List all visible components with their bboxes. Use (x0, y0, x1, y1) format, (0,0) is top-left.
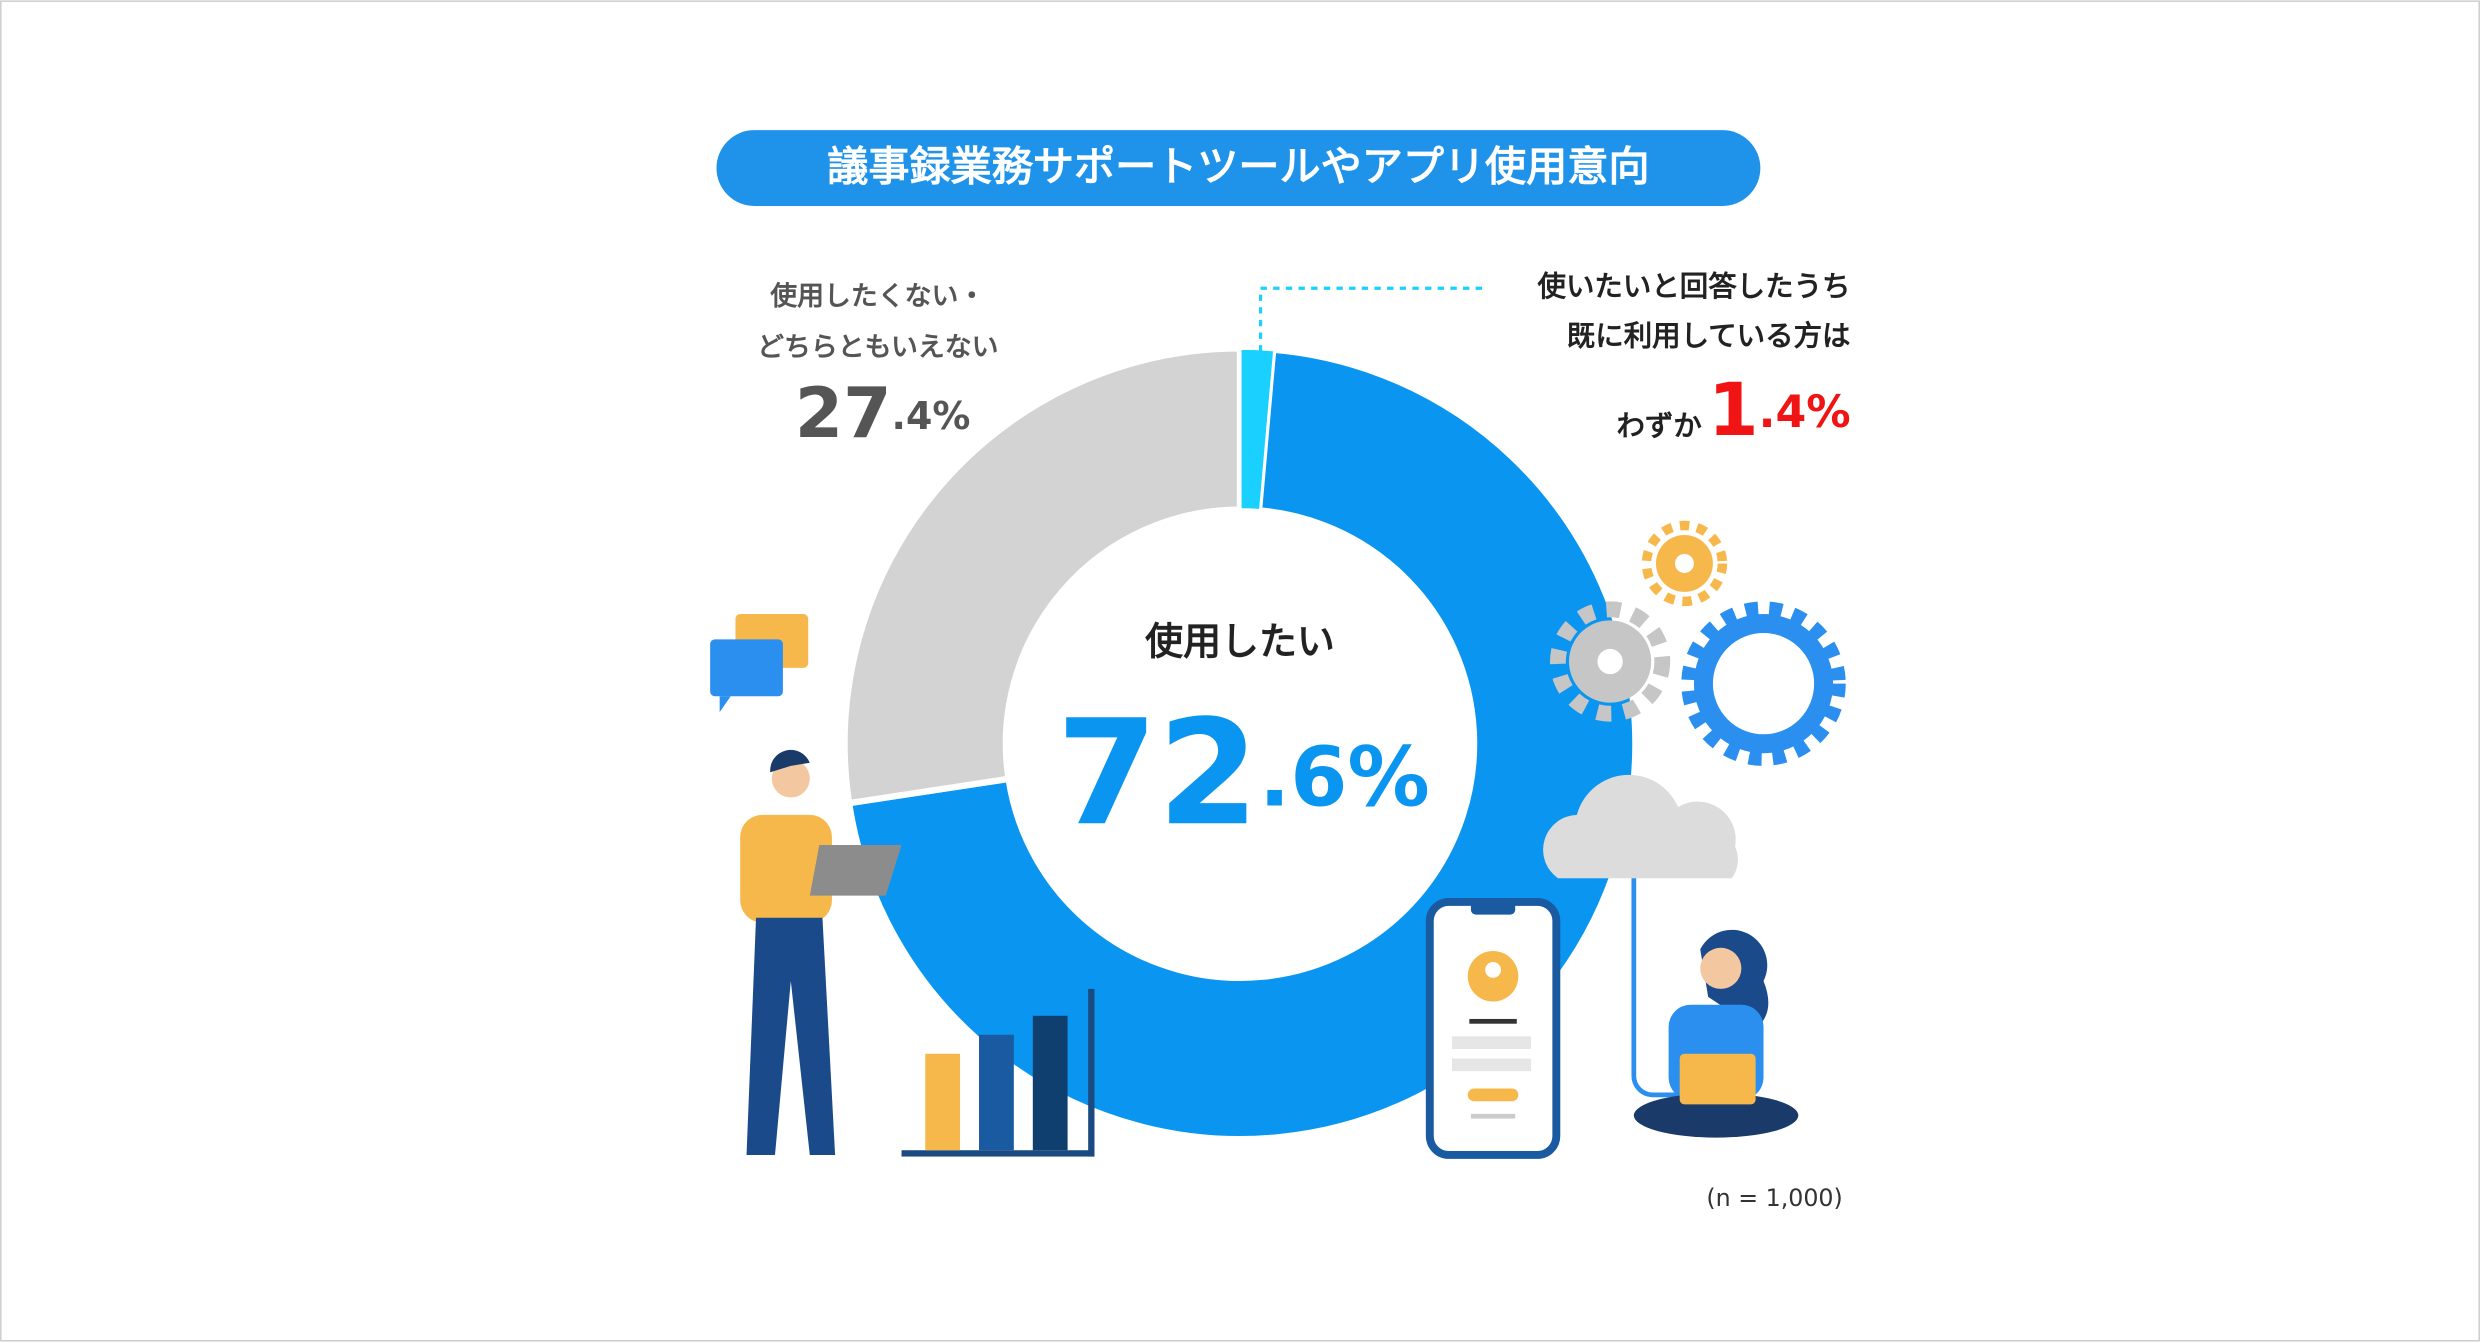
donut-segment (841, 345, 1244, 807)
highlight-text: 既に利用している方は (1567, 319, 1851, 352)
highlight-text: 使いたいと回答したうち (1537, 270, 1851, 303)
chart-title: 議事録業務サポートツールやアプリ使用意向 (827, 143, 1649, 191)
leader-line (1258, 286, 1487, 352)
segment-name: 使用したくない・ (769, 281, 985, 312)
highlight-value-label: 1.4% (1708, 368, 1851, 453)
title-pill (716, 130, 1761, 206)
segment-name: 使用したい (1144, 620, 1335, 664)
segment-name: どちらともいえない (757, 332, 998, 363)
decorations (710, 520, 1846, 1159)
labels: 使用したくない・ どちらともいえない 27.4% 使用したい 72.6% 使いた… (757, 270, 1850, 1212)
segment-value-label: 72.6% (1056, 689, 1429, 858)
segment-value-label: 27.4% (795, 373, 971, 454)
highlight-prefix: わずか (1616, 409, 1702, 442)
highlight-segment (1238, 346, 1277, 513)
note: (n = 1,000) (1706, 1184, 1842, 1212)
